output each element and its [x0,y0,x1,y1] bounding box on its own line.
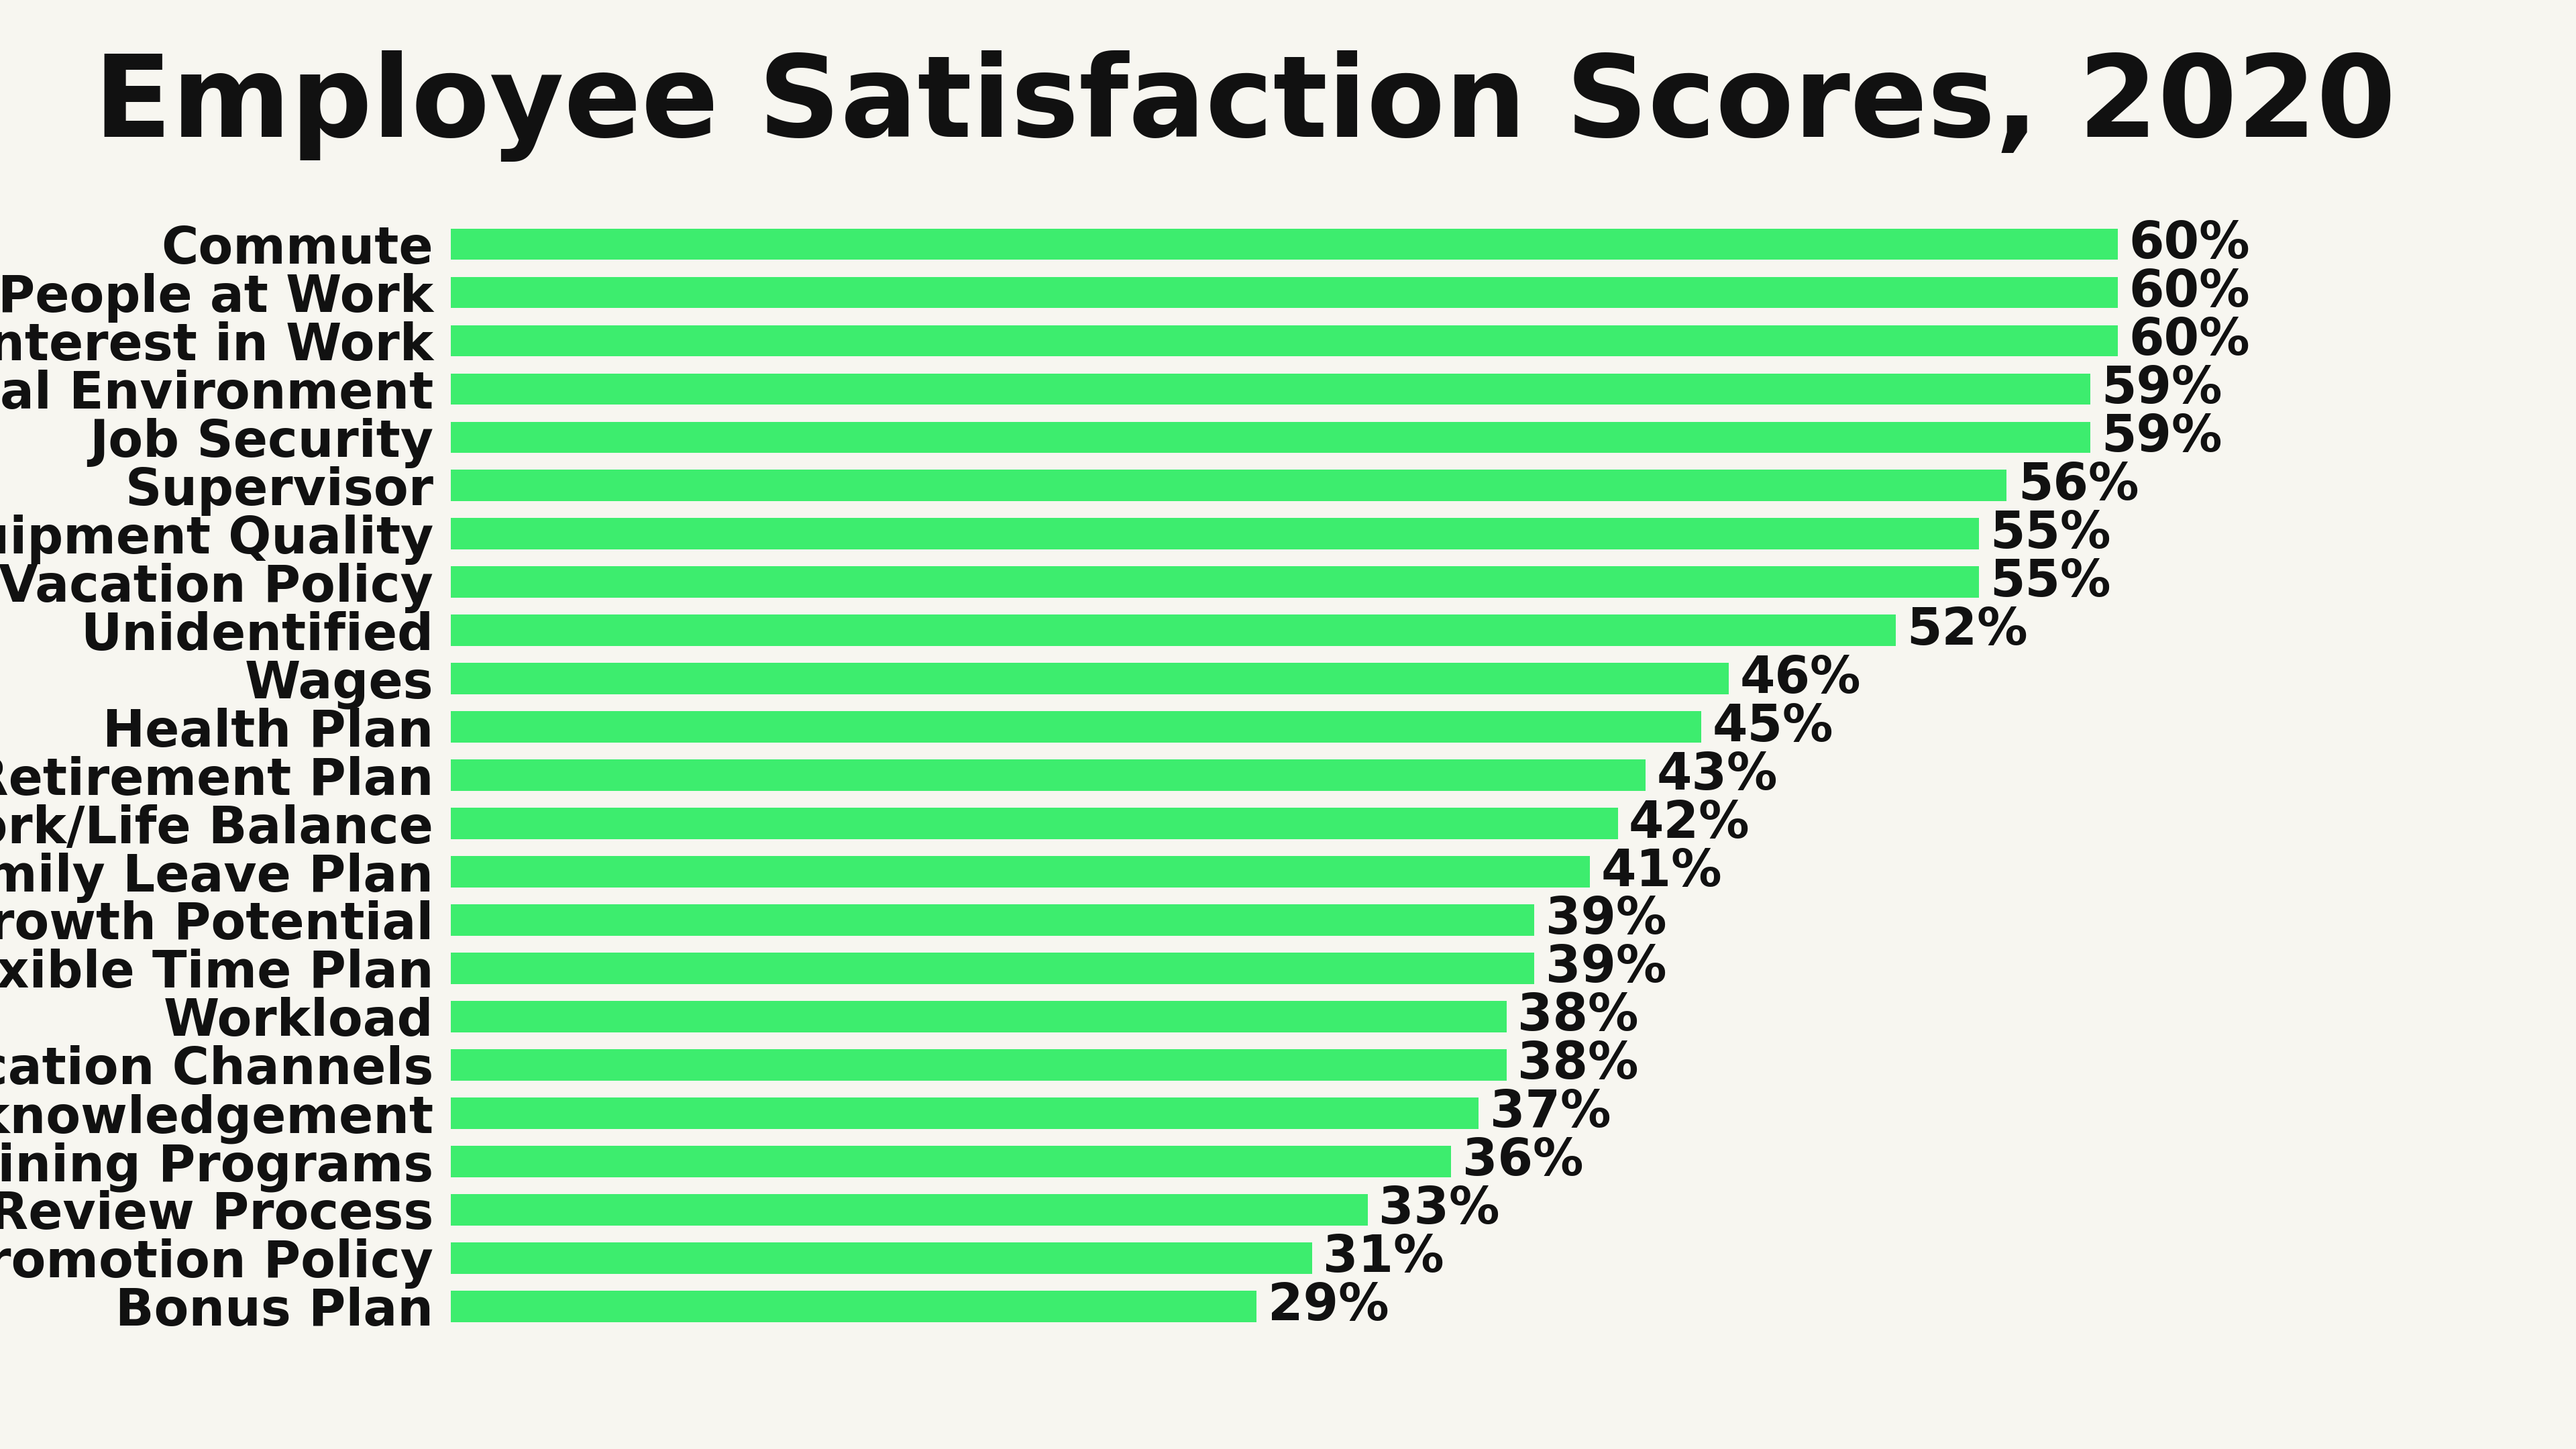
Text: 38%: 38% [1517,991,1638,1042]
Text: 37%: 37% [1489,1088,1610,1137]
Bar [451,1097,1479,1129]
Bar [451,1001,1507,1032]
Bar [451,904,1535,936]
Text: 38%: 38% [1517,1040,1638,1090]
Bar [451,567,1978,598]
Bar [451,1146,1450,1177]
Bar [451,759,1646,791]
Text: 41%: 41% [1602,846,1723,897]
Text: 60%: 60% [2128,268,2249,317]
Bar [451,1291,1257,1321]
Bar [451,1194,1368,1226]
Text: 43%: 43% [1656,751,1777,800]
Bar [451,519,1978,549]
Bar [451,422,2089,454]
Text: 60%: 60% [2128,316,2249,365]
Bar [451,325,2117,356]
Text: 46%: 46% [1739,653,1860,704]
Bar [451,664,1728,694]
Text: 39%: 39% [1546,943,1667,993]
Text: 45%: 45% [1713,703,1834,752]
Text: 36%: 36% [1463,1136,1584,1187]
Bar [451,469,2007,501]
Bar [451,1242,1311,1274]
Text: 31%: 31% [1324,1233,1445,1282]
Text: 56%: 56% [2017,461,2138,510]
Text: 33%: 33% [1378,1185,1499,1235]
Text: 59%: 59% [2102,364,2223,414]
Text: 39%: 39% [1546,895,1667,945]
Bar [451,807,1618,839]
Text: 59%: 59% [2102,413,2223,462]
Bar [451,229,2117,259]
Text: 42%: 42% [1628,798,1749,848]
Text: 52%: 52% [1906,606,2027,655]
Bar [451,277,2117,309]
Bar [451,856,1589,887]
Bar [451,952,1535,984]
Text: Employee Satisfaction Scores, 2020: Employee Satisfaction Scores, 2020 [93,51,2396,161]
Bar [451,374,2089,404]
Bar [451,711,1700,743]
Bar [451,1049,1507,1081]
Text: 60%: 60% [2128,219,2249,270]
Text: 55%: 55% [1991,509,2112,559]
Text: 29%: 29% [1267,1281,1388,1332]
Text: 55%: 55% [1991,558,2112,607]
Bar [451,614,1896,646]
